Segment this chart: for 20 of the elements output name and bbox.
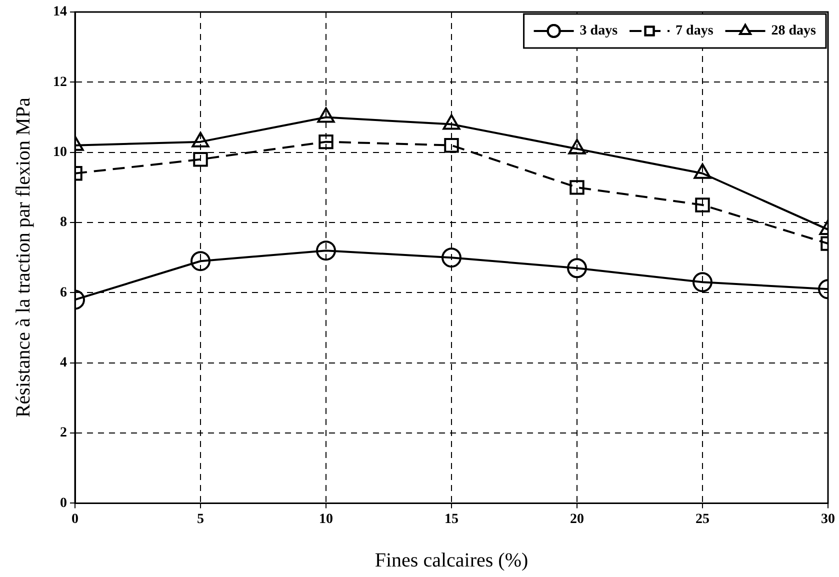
legend-label: 3 days (580, 24, 618, 39)
x-tick-label: 0 (72, 512, 78, 528)
y-tick-label: 4 (60, 355, 67, 370)
y-tick-label: 10 (53, 144, 67, 160)
y-tick-label: 14 (53, 4, 67, 20)
y-tick-label: 0 (60, 496, 67, 511)
x-tick-label: 5 (197, 512, 204, 528)
legend-label: 7 days (676, 24, 714, 39)
x-tick-label: 15 (444, 512, 458, 528)
y-tick-label: 6 (60, 285, 67, 300)
x-tick-label: 30 (821, 512, 835, 528)
legend-label: 28 days (771, 24, 817, 39)
x-axis-title: Fines calcaires (%) (374, 549, 528, 572)
x-tick-label: 25 (696, 512, 710, 528)
y-tick-label: 8 (60, 215, 67, 230)
x-tick-label: 20 (570, 512, 584, 528)
y-tick-label: 12 (53, 74, 67, 90)
y-axis-title: Résistance à la traction par flexion MPa (12, 98, 34, 418)
y-tick-label: 2 (60, 426, 67, 441)
x-tick-label: 10 (319, 512, 333, 528)
